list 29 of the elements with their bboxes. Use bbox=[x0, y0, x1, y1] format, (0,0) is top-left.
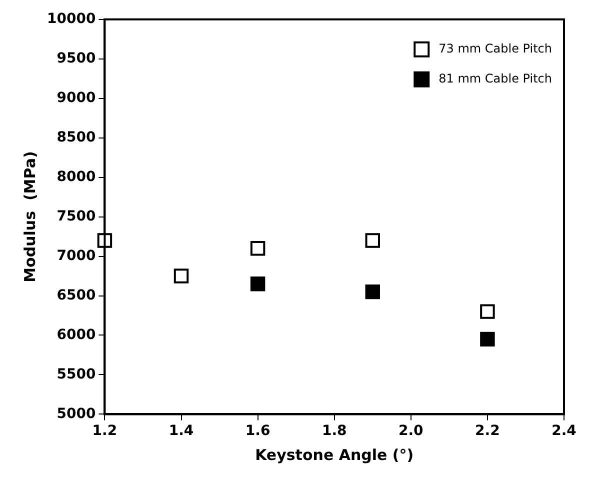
x-axis-title: Keystone Angle (°) bbox=[255, 446, 414, 464]
x-tick-label: 1.6 bbox=[245, 423, 270, 440]
y-tick-label: 9000 bbox=[56, 90, 96, 106]
point bbox=[480, 304, 495, 319]
point bbox=[250, 276, 266, 292]
y-tick-label: 9500 bbox=[56, 50, 96, 67]
point bbox=[480, 332, 495, 347]
y-axis-title: Modulus (MPa) bbox=[20, 151, 39, 282]
point bbox=[174, 268, 189, 284]
legend-label: 81 mm Cable Pitch bbox=[438, 72, 552, 86]
point bbox=[365, 233, 380, 248]
y-tick-label: 8000 bbox=[56, 168, 96, 185]
point bbox=[365, 284, 380, 300]
point bbox=[250, 241, 266, 256]
x-tick-label: 1.8 bbox=[322, 423, 347, 440]
y-tick-label: 7000 bbox=[56, 248, 96, 264]
legend-label: 73 mm Cable Pitch bbox=[438, 42, 552, 56]
y-tick-label: 7500 bbox=[56, 208, 96, 224]
y-tick-label: 6000 bbox=[56, 326, 96, 343]
y-tick-label: 6500 bbox=[56, 287, 96, 304]
x-tick-label: 2.4 bbox=[552, 423, 577, 440]
x-tick-label: 2.0 bbox=[398, 423, 424, 440]
y-tick-label: 8500 bbox=[56, 129, 96, 146]
x-tick-label: 1.2 bbox=[92, 423, 118, 440]
y-tick-label: 5000 bbox=[56, 406, 96, 422]
y-tick-label: 10000 bbox=[46, 11, 96, 28]
x-tick-label: 2.2 bbox=[475, 423, 500, 440]
x-tick-label: 1.4 bbox=[168, 423, 194, 440]
y-tick-label: 5500 bbox=[56, 366, 96, 382]
